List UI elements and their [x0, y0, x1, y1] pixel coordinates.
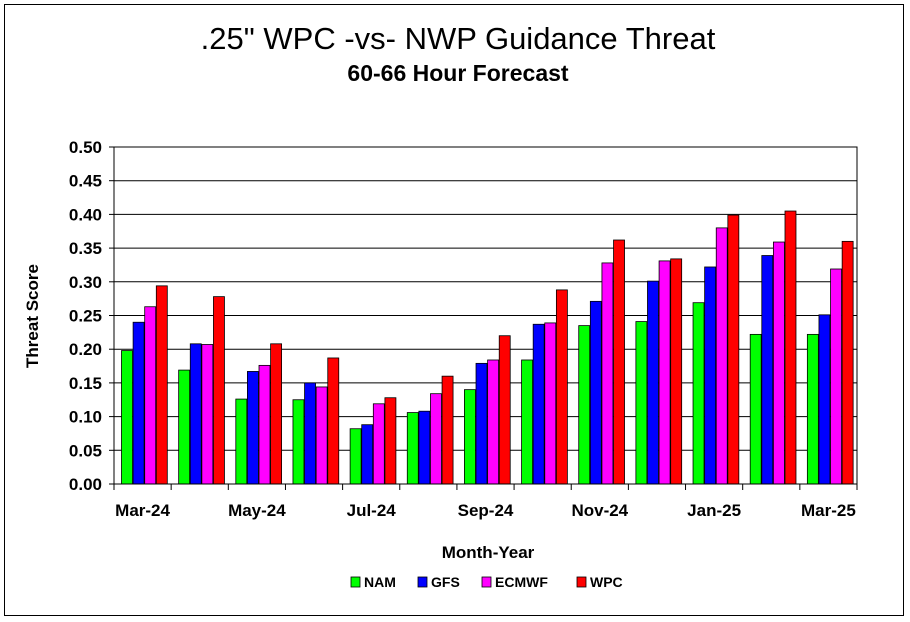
bar-gfs-may-24 [247, 371, 259, 485]
bar-nam-aug-24 [406, 412, 419, 485]
bar-wpc-mar-24 [155, 285, 168, 485]
bar-ecmwf-nov-24 [601, 262, 614, 485]
legend-label-wpc: WPC [590, 574, 623, 590]
legend-swatch-nam [350, 576, 361, 588]
chart-title: .25" WPC -vs- NWP Guidance Threat [201, 21, 716, 56]
x-axis-ticks: Mar-24 May-24 Jul-24 Sep-24 Nov-24 Jan-25 Mar-… [113, 484, 858, 520]
bar-nam-sep-24 [464, 389, 476, 485]
bar-gfs-jun-24 [304, 382, 316, 485]
bar-gfs-dec-24 [647, 280, 659, 485]
y-tick-label: 0.45 [69, 172, 102, 191]
bar-wpc-feb-25 [784, 210, 797, 485]
legend-swatch-wpc [576, 576, 587, 588]
bar-wpc-sep-24 [498, 335, 511, 485]
bar-gfs-mar-25 [818, 314, 831, 485]
y-tick-label: 0.15 [69, 374, 102, 393]
bar-ecmwf-apr-24 [201, 344, 214, 485]
bar-gfs-oct-24 [532, 323, 545, 485]
bar-ecmwf-jan-25 [715, 227, 728, 485]
legend-swatch-ecmwf [481, 576, 492, 588]
bar-ecmwf-mar-25 [830, 268, 842, 485]
x-tick-label: Mar-24 [115, 501, 170, 520]
bar-wpc-dec-24 [670, 258, 683, 485]
bar-ecmwf-jun-24 [315, 386, 328, 485]
x-tick-label: May-24 [228, 501, 286, 520]
bar-ecmwf-jul-24 [372, 403, 385, 485]
legend: NAM GFS ECMWF WPC [350, 574, 623, 590]
y-tick-label: 0.35 [69, 239, 102, 258]
bar-nam-mar-25 [806, 333, 819, 485]
y-tick-label: 0.40 [69, 205, 102, 224]
bar-ecmwf-aug-24 [430, 393, 442, 485]
y-axis-label: Threat Score [23, 264, 42, 368]
bar-gfs-feb-25 [761, 255, 774, 485]
y-tick-label: 0.30 [69, 273, 102, 292]
bar-wpc-nov-24 [613, 239, 625, 485]
y-axis-ticks: 0.00 0.05 0.10 0.15 0.20 0.25 0.30 0.35 0.40 0.45… [69, 138, 114, 494]
legend-label-nam: NAM [364, 574, 396, 590]
bar-nam-mar-24 [121, 350, 133, 485]
x-axis-label: Month-Year [442, 543, 535, 562]
bar-wpc-jul-24 [384, 397, 397, 485]
bar-gfs-nov-24 [589, 300, 602, 485]
bar-wpc-apr-24 [213, 296, 225, 485]
bar-nam-apr-24 [178, 369, 191, 485]
bar-ecmwf-may-24 [258, 364, 271, 485]
x-tick-label: Nov-24 [571, 501, 628, 520]
x-tick-label: Sep-24 [458, 501, 514, 520]
bar-wpc-oct-24 [555, 289, 568, 485]
bar-gfs-apr-24 [189, 343, 202, 485]
bar-gfs-mar-24 [132, 321, 145, 485]
chart-subtitle: 60-66 Hour Forecast [347, 60, 568, 86]
y-tick-label: 0.25 [69, 307, 102, 326]
bar-nam-jan-25 [692, 302, 705, 485]
y-tick-label: 0.20 [69, 340, 102, 359]
x-tick-label: Mar-25 [801, 501, 856, 520]
bar-nam-dec-24 [635, 321, 648, 485]
bar-ecmwf-mar-24 [144, 306, 157, 485]
legend-label-gfs: GFS [431, 574, 460, 590]
bar-ecmwf-feb-25 [772, 241, 785, 485]
bar-wpc-may-24 [270, 343, 283, 485]
bar-wpc-jan-25 [727, 214, 740, 485]
legend-swatch-gfs [417, 576, 428, 588]
bar-nam-may-24 [235, 398, 248, 485]
legend-label-ecmwf: ECMWF [495, 574, 548, 590]
bar-gfs-jul-24 [361, 424, 374, 485]
bar-ecmwf-dec-24 [658, 260, 671, 485]
bar-gfs-aug-24 [418, 410, 431, 485]
bar-ecmwf-sep-24 [487, 359, 500, 485]
bar-wpc-mar-25 [841, 240, 854, 485]
bar-gfs-jan-25 [704, 266, 717, 485]
bar-nam-jun-24 [292, 399, 305, 485]
bar-ecmwf-oct-24 [544, 322, 557, 485]
bar-gfs-sep-24 [475, 362, 488, 485]
x-tick-label: Jul-24 [347, 501, 397, 520]
y-tick-label: 0.00 [69, 475, 102, 494]
y-tick-label: 0.50 [69, 138, 102, 157]
bar-wpc-jun-24 [327, 357, 340, 485]
y-tick-label: 0.10 [69, 408, 102, 427]
x-tick-label: Jan-25 [687, 501, 741, 520]
bar-nam-oct-24 [521, 359, 533, 485]
bar-nam-nov-24 [578, 325, 591, 485]
bar-nam-jul-24 [349, 428, 362, 485]
bar-nam-feb-25 [749, 333, 762, 485]
bars [121, 210, 854, 485]
bar-wpc-aug-24 [441, 375, 454, 485]
y-tick-label: 0.05 [69, 441, 102, 460]
